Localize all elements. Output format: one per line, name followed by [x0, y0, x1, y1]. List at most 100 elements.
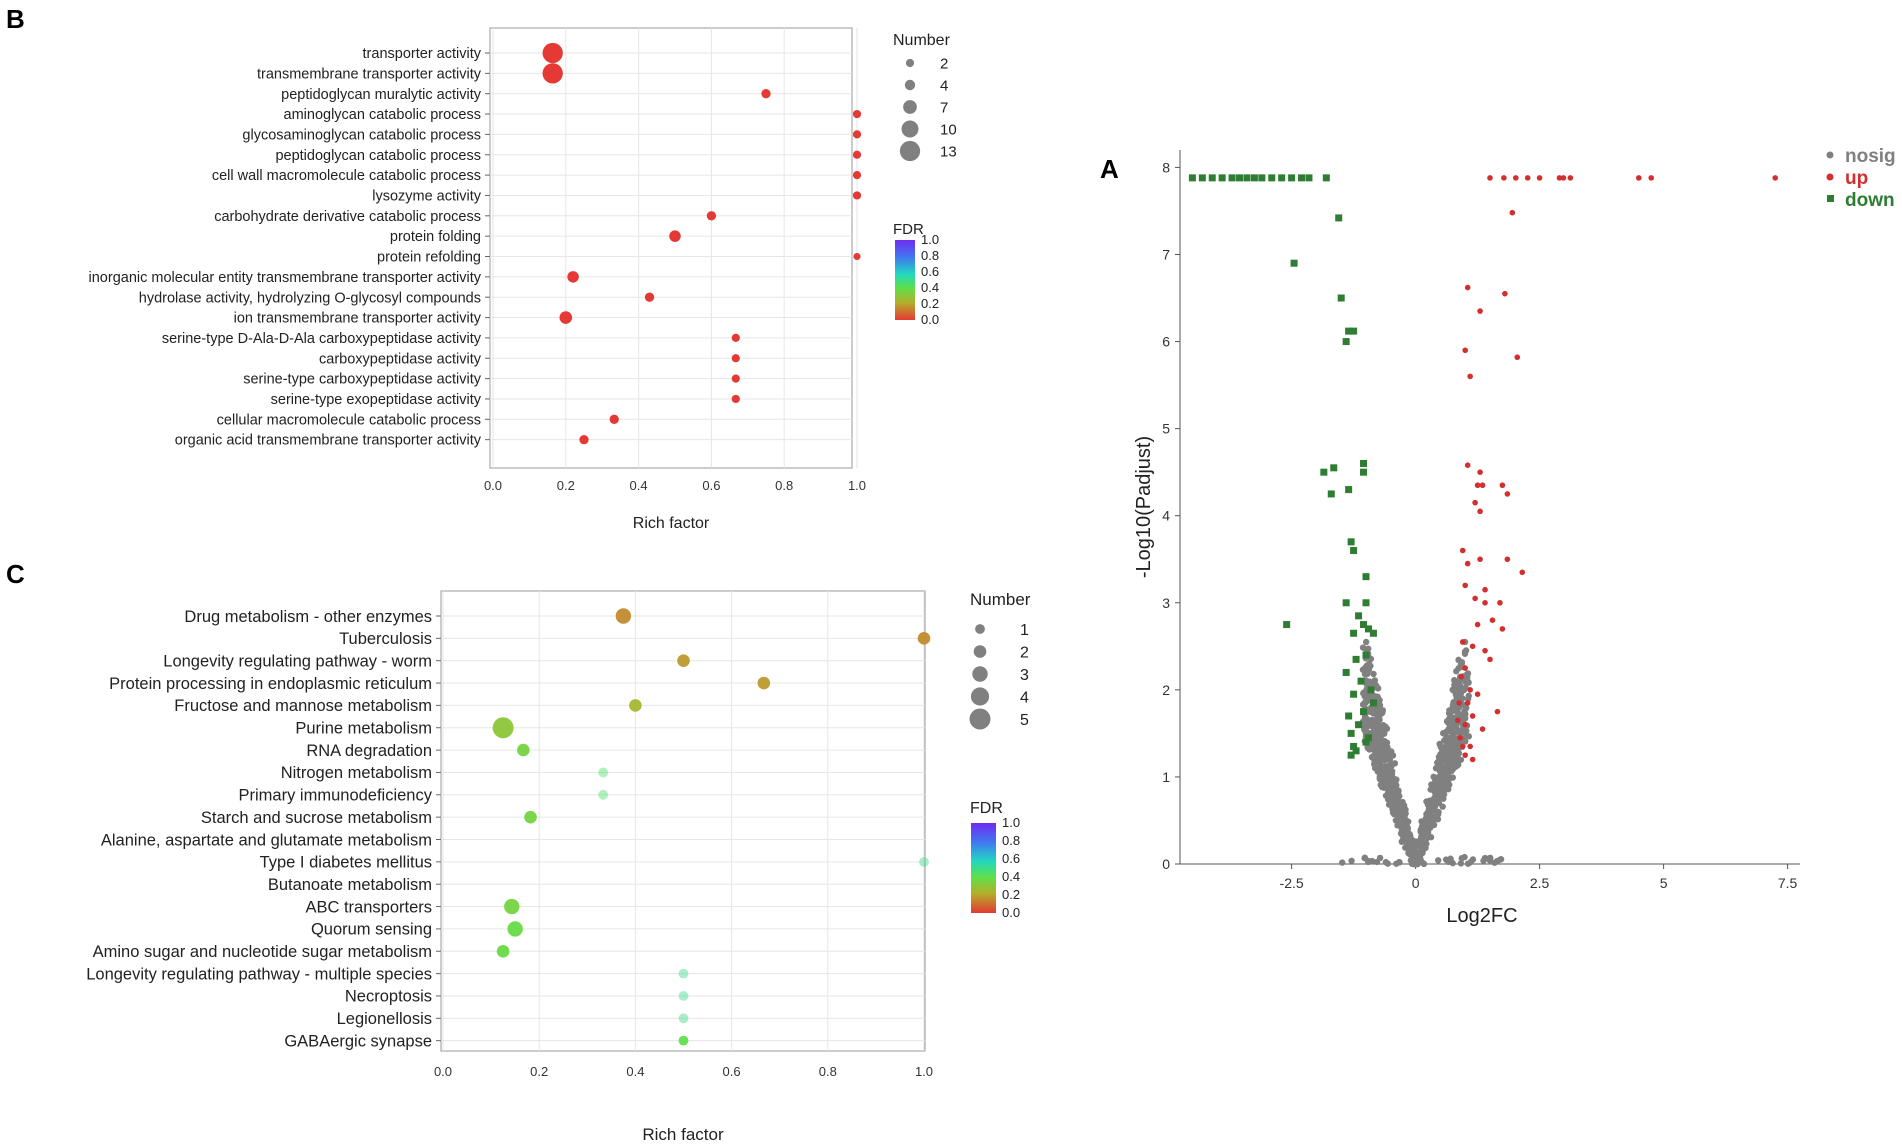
a-up-point	[1504, 556, 1511, 563]
b-size-legend-dot	[901, 120, 919, 138]
a-up-point	[1499, 482, 1506, 489]
panel-b-dots	[542, 42, 862, 445]
b-dot	[852, 109, 862, 119]
c-size-legend-dot	[973, 645, 987, 658]
a-nosig-point	[1376, 854, 1384, 862]
a-nosig-point	[1359, 644, 1367, 651]
panel-b-fdr-colorbar	[895, 240, 915, 320]
b-size-legend-label: 7	[940, 99, 948, 116]
c-dot	[524, 810, 537, 824]
panel-b-fdr-ticks: 1.00.80.60.40.20.0	[915, 232, 939, 327]
c-x-tick-label: 0.6	[723, 1064, 741, 1079]
a-nosig-point	[1378, 742, 1385, 749]
a-up-point	[1464, 284, 1471, 291]
panel-a: A 0 1 2 3 4 5 6 7 8 -2.5 0 2.5 5 7.5 Log2FC -Log10(P…	[1100, 146, 1896, 927]
a-up-point	[1477, 308, 1483, 314]
a-down-point	[1350, 742, 1358, 750]
a-nosig-point	[1439, 754, 1446, 761]
c-fdr-tick-label: 0.6	[1002, 851, 1020, 866]
a-nosig-point	[1461, 707, 1468, 715]
a-down-point	[1320, 468, 1328, 476]
a-down-point	[1208, 174, 1216, 182]
b-category-label: serine-type exopeptidase activity	[271, 392, 482, 408]
a-legend-label-down: down	[1845, 190, 1895, 211]
a-y-tick-label: 4	[1162, 508, 1170, 524]
panel-b-x-label: Rich factor	[633, 515, 710, 532]
a-up-point	[1512, 175, 1519, 181]
c-category-label: Necroptosis	[345, 988, 432, 1006]
a-x-tick-label: 2.5	[1530, 875, 1550, 891]
panel-c-size-legend: 1 2 3 4 5	[969, 622, 1029, 730]
a-down-point	[1342, 668, 1350, 676]
a-nosig-point	[1389, 794, 1396, 802]
a-nosig-point	[1368, 857, 1376, 865]
a-up-point	[1456, 700, 1463, 706]
a-up-point	[1474, 482, 1481, 489]
a-up-point	[1636, 175, 1642, 181]
a-nosig-point	[1399, 826, 1406, 834]
b-dot	[853, 252, 861, 261]
a-down-point	[1355, 612, 1363, 620]
a-up-point	[1489, 617, 1496, 623]
a-nosig-point	[1427, 786, 1434, 793]
b-dot	[542, 42, 563, 64]
a-nosig-point	[1402, 838, 1409, 845]
a-up-point	[1479, 482, 1486, 489]
a-legend-marker	[1826, 151, 1834, 159]
a-legend-label-up: up	[1845, 168, 1868, 189]
a-nosig-point	[1440, 737, 1448, 744]
a-nosig-point	[1464, 670, 1472, 677]
c-dot	[919, 856, 929, 867]
b-dot	[579, 435, 589, 445]
a-up-point	[1502, 290, 1508, 297]
b-fdr-tick-label: 0.6	[921, 264, 939, 279]
c-category-label: Alanine, aspartate and glutamate metabol…	[101, 831, 432, 849]
c-size-legend-label: 3	[1020, 667, 1029, 684]
c-x-tick-label: 1.0	[915, 1064, 933, 1079]
a-nosig-point	[1434, 811, 1442, 818]
b-dot	[731, 394, 740, 404]
c-size-legend-dot	[969, 708, 991, 730]
a-down-point	[1350, 327, 1358, 335]
b-category-label: organic acid transmembrane transporter a…	[175, 433, 482, 449]
a-up-point	[1648, 175, 1654, 181]
a-down-point	[1347, 751, 1355, 759]
a-down-point	[1347, 538, 1355, 546]
panel-a-y-label: -Log10(Padjust)	[1133, 436, 1155, 578]
a-down-point	[1347, 729, 1355, 737]
c-category-label: Tuberculosis	[339, 630, 432, 648]
c-category-label: Primary immunodeficiency	[239, 787, 433, 805]
a-up-point	[1772, 175, 1778, 181]
a-nosig-point	[1361, 854, 1369, 861]
a-nosig-point	[1493, 857, 1501, 865]
b-dot	[706, 211, 717, 221]
c-category-label: Longevity regulating pathway - worm	[163, 652, 432, 670]
a-nosig-point	[1486, 857, 1493, 864]
panel-a-up-points	[1454, 175, 1778, 763]
c-size-legend-label: 2	[1020, 644, 1029, 661]
a-nosig-point	[1396, 792, 1403, 800]
c-category-label: Purine metabolism	[295, 720, 432, 738]
a-up-point	[1482, 647, 1488, 654]
c-x-tick-label: 0.8	[819, 1064, 837, 1079]
b-category-label: cellular macromolecule catabolic process	[217, 412, 481, 428]
a-up-point	[1519, 569, 1526, 576]
b-category-label: hydrolase activity, hydrolyzing O-glycos…	[139, 290, 481, 306]
panel-b: B transporter activity transmembrane tran…	[6, 4, 957, 532]
a-nosig-point	[1388, 748, 1395, 755]
panel-c-fdr-colorbar	[971, 823, 996, 913]
c-size-legend-label: 4	[1020, 689, 1029, 706]
panel-c: C Drug metabolism - other enzymes Tubercu…	[6, 559, 1031, 1144]
a-up-point	[1487, 175, 1493, 181]
a-nosig-point	[1453, 708, 1461, 716]
a-down-point	[1345, 486, 1353, 494]
a-down-point	[1362, 738, 1370, 746]
a-up-point	[1457, 734, 1464, 741]
c-category-label: RNA degradation	[306, 742, 432, 760]
b-dot	[852, 150, 862, 159]
a-up-point	[1462, 665, 1468, 671]
c-fdr-tick-label: 0.2	[1002, 887, 1020, 902]
b-size-legend-dot	[904, 79, 916, 91]
a-nosig-point	[1362, 664, 1369, 671]
a-nosig-point	[1362, 638, 1370, 646]
